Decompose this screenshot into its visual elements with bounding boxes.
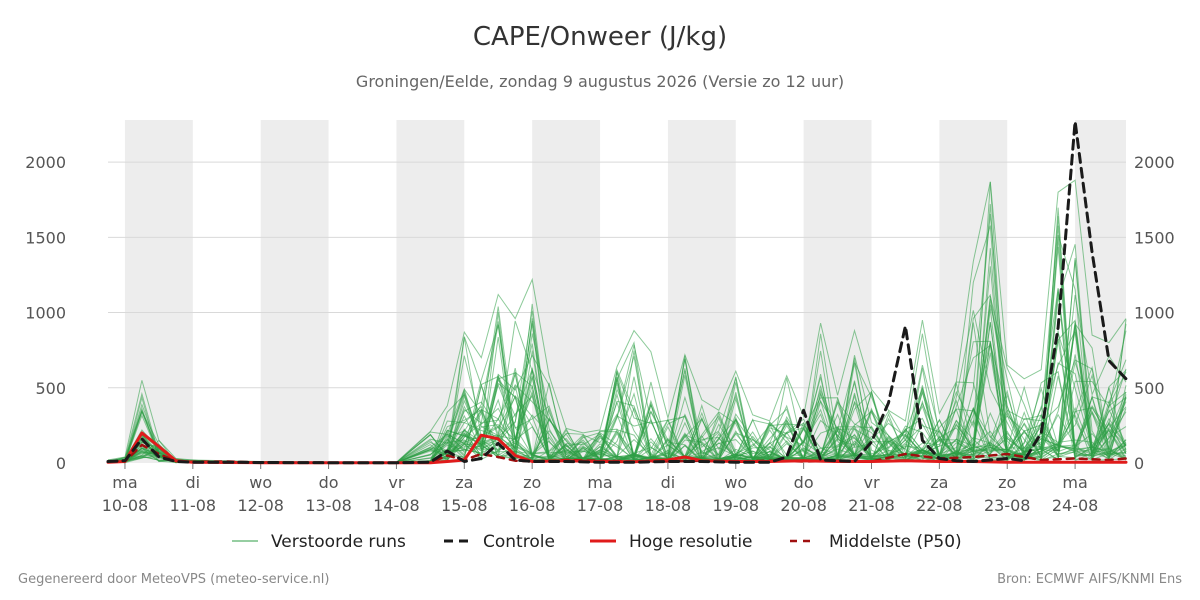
y-axis-left: 0 500 1000 1500 2000 xyxy=(25,153,66,473)
legend-label: Middelste (P50) xyxy=(829,532,962,552)
x-tick-day: di xyxy=(661,473,676,492)
grid-lines xyxy=(108,161,1126,389)
y-tick-label: 1000 xyxy=(1134,304,1175,323)
y-tick-label: 2000 xyxy=(1134,153,1175,172)
x-tick-date: 14-08 xyxy=(373,496,420,515)
series-controle-line xyxy=(106,120,1128,465)
x-axis: ma 10-08 di 11-08 wo 12-08 do 13-08 vr 14-08 za 15-… xyxy=(102,463,1099,515)
x-tick-day: vr xyxy=(388,473,404,492)
y-tick-label: 1500 xyxy=(1134,228,1175,247)
y-tick-label: 1500 xyxy=(25,228,66,247)
source-credit: Bron: ECMWF AIFS/KNMI Ens xyxy=(997,572,1182,587)
y-tick-label: 0 xyxy=(56,454,66,473)
y-tick-label: 2000 xyxy=(25,153,66,172)
x-tick-day: do xyxy=(319,473,339,492)
y-tick-label: 500 xyxy=(35,379,66,398)
x-tick-day: di xyxy=(186,473,201,492)
x-tick-day: za xyxy=(455,473,473,492)
x-tick-date: 20-08 xyxy=(780,496,827,515)
x-tick-day: wo xyxy=(724,473,747,492)
y-tick-label: 0 xyxy=(1134,454,1144,473)
x-tick-day: zo xyxy=(998,473,1016,492)
y-tick-label: 500 xyxy=(1134,379,1165,398)
x-tick-date: 22-08 xyxy=(916,496,963,515)
x-tick-day: vr xyxy=(863,473,879,492)
x-tick-day: ma xyxy=(1062,473,1087,492)
legend: Verstoorde runs Controle Hoge resolutie Mid… xyxy=(232,532,962,552)
x-tick-day: zo xyxy=(523,473,541,492)
legend-label: Hoge resolutie xyxy=(629,532,753,552)
x-tick-day: za xyxy=(930,473,948,492)
y-axis-right: 0 500 1000 1500 2000 xyxy=(1134,153,1175,473)
x-tick-date: 18-08 xyxy=(645,496,692,515)
legend-label: Verstoorde runs xyxy=(271,532,406,552)
x-tick-date: 15-08 xyxy=(441,496,488,515)
x-tick-date: 17-08 xyxy=(577,496,624,515)
x-tick-date: 19-08 xyxy=(713,496,760,515)
x-tick-date: 11-08 xyxy=(170,496,217,515)
generated-by-credit: Gegenereerd door MeteoVPS (meteo-service… xyxy=(18,572,330,587)
x-tick-day: wo xyxy=(249,473,272,492)
x-tick-date: 12-08 xyxy=(237,496,284,515)
x-tick-date: 16-08 xyxy=(509,496,556,515)
x-tick-date: 24-08 xyxy=(1052,496,1099,515)
x-tick-day: do xyxy=(794,473,814,492)
legend-label: Controle xyxy=(483,532,555,552)
y-tick-label: 1000 xyxy=(25,304,66,323)
x-tick-date: 23-08 xyxy=(984,496,1031,515)
x-tick-date: 13-08 xyxy=(305,496,352,515)
x-tick-day: ma xyxy=(112,473,137,492)
chart-subtitle: Groningen/Eelde, zondag 9 augustus 2026 … xyxy=(355,72,845,91)
night-band xyxy=(260,120,329,463)
x-tick-date: 10-08 xyxy=(102,496,149,515)
main-series xyxy=(106,120,1128,465)
x-tick-day: ma xyxy=(587,473,612,492)
chart-title: CAPE/Onweer (J/kg) xyxy=(472,22,728,52)
x-tick-date: 21-08 xyxy=(848,496,895,515)
